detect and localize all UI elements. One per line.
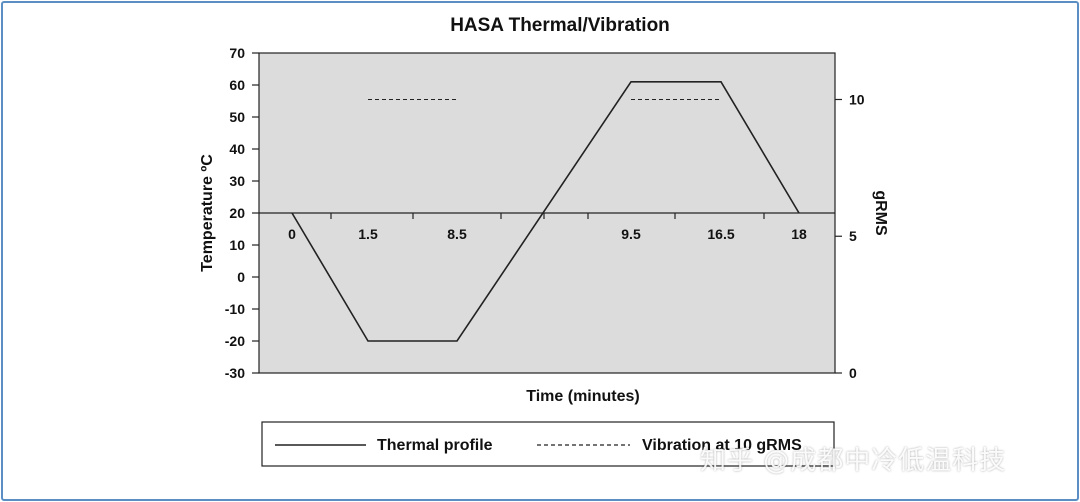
series-group: [291, 81, 800, 342]
y-tick-label-1: 60: [229, 77, 245, 93]
x-tick-label-5: 18: [791, 226, 807, 242]
y2-tick-label-0: 10: [849, 91, 865, 107]
y2-axis-label: gRMS: [872, 190, 889, 236]
legend-box: [261, 421, 835, 467]
x-axis-ticks: 0 1.5 8.5 9.5 16.5 18: [288, 213, 807, 242]
legend-vibration-label: Vibration at 10 gRMS: [642, 437, 802, 454]
legend-thermal-label: Thermal profile: [377, 437, 493, 454]
y-tick-label-9: -20: [225, 333, 245, 349]
y-axis-label: Temperature ºC: [199, 154, 216, 272]
y-tick-label-7: 0: [237, 269, 245, 285]
x-tick-label-4: 16.5: [707, 226, 734, 242]
y-tick-label-10: -30: [225, 365, 245, 381]
thermal-profile-line: [291, 81, 800, 342]
y-tick-label-0: 70: [229, 45, 245, 61]
chart-title: HASA Thermal/Vibration: [450, 15, 670, 36]
x-tick-label-0: 0: [288, 226, 296, 242]
y-tick-label-3: 40: [229, 141, 245, 157]
x-tick-label-2: 8.5: [447, 226, 467, 242]
y-tick-label-8: -10: [225, 301, 245, 317]
y-tick-label-2: 50: [229, 109, 245, 125]
x-tick-label-3: 9.5: [621, 226, 641, 242]
x-axis-label: Time (minutes): [526, 388, 640, 405]
y2-tick-label-2: 0: [849, 365, 857, 381]
y2-axis-ticks: 10 5 0: [835, 91, 865, 381]
y-tick-label-6: 10: [229, 237, 245, 253]
y2-tick-label-1: 5: [849, 228, 857, 244]
x-tick-label-1: 1.5: [358, 226, 378, 242]
y-tick-label-4: 30: [229, 173, 245, 189]
watermark: 知乎 @成都中冷低温科技: [700, 446, 1007, 476]
y-tick-label-5: 20: [229, 205, 245, 221]
y-axis-ticks: 70 60 50 40 30 20 10 0 -10 -20 -30: [225, 45, 259, 381]
